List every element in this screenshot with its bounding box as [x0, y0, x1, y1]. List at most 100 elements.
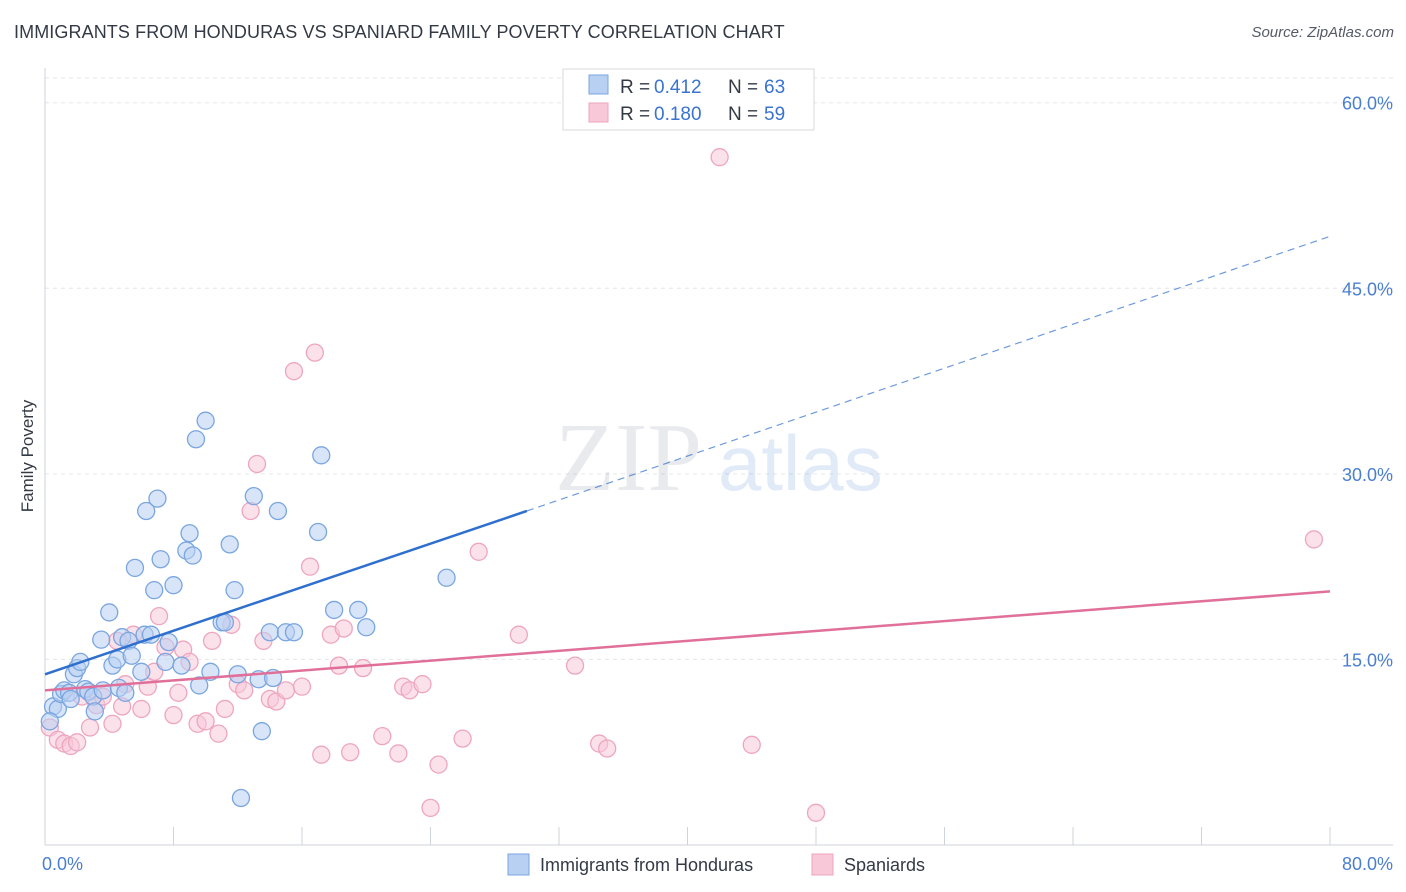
- spaniards-point: [202, 631, 222, 651]
- honduras-point: [220, 535, 239, 554]
- legend-swatch-spaniards: [588, 102, 609, 123]
- spaniards-point: [353, 658, 373, 678]
- series-honduras-points: [40, 411, 456, 808]
- spaniards-point: [305, 343, 325, 362]
- chart-source: Source: ZipAtlas.com: [1251, 24, 1394, 41]
- honduras-point: [244, 486, 263, 506]
- x-tick-label-end: 80.0%: [1342, 854, 1393, 874]
- legend-r-label: R =: [620, 104, 650, 125]
- spaniards-point: [710, 148, 729, 167]
- honduras-point: [186, 430, 206, 449]
- honduras-point: [225, 581, 244, 600]
- spaniards-point: [196, 712, 215, 731]
- honduras-point: [190, 676, 209, 695]
- trend-lines: [44, 235, 1331, 692]
- spaniards-point: [300, 557, 320, 576]
- spaniards-point: [453, 729, 472, 748]
- legend-box: R = 0.412 N = 63 R = 0.180 N = 59: [562, 68, 815, 131]
- honduras-point: [252, 722, 271, 741]
- watermark-zip: ZIP: [555, 404, 702, 512]
- honduras-point: [151, 550, 170, 569]
- honduras-point: [137, 501, 156, 521]
- legend-n-value: 63: [764, 77, 785, 98]
- spaniards-point: [247, 454, 267, 474]
- spaniards-point: [373, 726, 392, 746]
- legend-n-label: N =: [728, 77, 758, 98]
- spaniards-point: [742, 735, 761, 754]
- y-tick-label: 15.0%: [1342, 650, 1393, 670]
- y-axis-label: Family Poverty: [18, 399, 37, 512]
- y-tick-label: 30.0%: [1342, 465, 1393, 485]
- honduras-point: [312, 446, 331, 465]
- spaniards-point: [209, 724, 228, 743]
- honduras-point: [357, 618, 376, 637]
- honduras-point: [196, 411, 215, 430]
- legend-n-label: N =: [728, 104, 758, 125]
- spaniards-point: [509, 625, 528, 644]
- spaniards-point: [429, 755, 448, 774]
- bottom-legend: Immigrants from Honduras Spaniards: [507, 853, 925, 876]
- legend-swatch-honduras: [588, 74, 609, 95]
- honduras-point: [231, 788, 251, 808]
- spaniards-point: [598, 739, 617, 758]
- honduras-point: [308, 522, 328, 542]
- chart-title: IMMIGRANTS FROM HONDURAS VS SPANIARD FAM…: [14, 22, 785, 42]
- spaniards-point: [103, 714, 122, 733]
- honduras-point: [180, 524, 199, 543]
- spaniards-point: [292, 677, 312, 696]
- x-ticks: [44, 827, 1331, 845]
- honduras-trend-extension: [526, 235, 1331, 512]
- spaniards-point: [413, 675, 432, 694]
- spaniards-point: [67, 733, 87, 752]
- honduras-point: [116, 683, 135, 702]
- spaniards-point: [421, 798, 440, 818]
- x-tick-label-start: 0.0%: [42, 854, 83, 874]
- honduras-point: [85, 702, 104, 721]
- spaniards-point: [469, 542, 488, 561]
- spaniards-point: [1304, 530, 1324, 549]
- spaniards-point: [80, 718, 100, 737]
- honduras-point: [125, 558, 145, 578]
- bottom-legend-label-honduras: Immigrants from Honduras: [540, 855, 753, 875]
- honduras-point: [92, 630, 111, 649]
- honduras-point: [172, 656, 191, 675]
- honduras-point: [260, 623, 280, 642]
- spaniards-point: [241, 501, 260, 521]
- honduras-point: [164, 576, 183, 595]
- spaniards-point: [235, 681, 254, 700]
- spaniards-point: [132, 699, 151, 719]
- watermark: ZIP atlas: [555, 404, 883, 512]
- honduras-point: [132, 662, 151, 681]
- honduras-point: [148, 489, 167, 508]
- honduras-point: [100, 603, 119, 622]
- bottom-legend-label-spaniards: Spaniards: [844, 855, 925, 875]
- legend-n-value: 59: [764, 104, 785, 125]
- y-tick-label: 45.0%: [1342, 279, 1393, 299]
- honduras-point: [268, 501, 288, 521]
- legend-r-value: 0.180: [654, 104, 702, 125]
- legend-r-label: R =: [620, 77, 650, 98]
- spaniards-point: [565, 656, 585, 675]
- spaniards-point: [215, 699, 235, 719]
- honduras-trend-line: [44, 509, 528, 676]
- honduras-point: [437, 568, 456, 587]
- spaniards-point: [164, 705, 183, 725]
- spaniards-point: [806, 803, 826, 822]
- honduras-point: [156, 652, 175, 672]
- honduras-point: [284, 623, 304, 642]
- spaniards-point: [276, 681, 296, 700]
- y-tick-label: 60.0%: [1342, 94, 1393, 114]
- honduras-point: [183, 546, 202, 565]
- spaniards-point: [312, 745, 331, 764]
- honduras-point: [324, 600, 344, 620]
- spaniards-trend-line: [44, 590, 1331, 692]
- honduras-point: [122, 646, 141, 665]
- bottom-legend-swatch-spaniards: [811, 853, 834, 876]
- watermark-atlas: atlas: [718, 419, 883, 507]
- honduras-point: [61, 689, 80, 709]
- bottom-legend-swatch-honduras: [507, 853, 530, 876]
- legend-r-value: 0.412: [654, 77, 702, 98]
- spaniards-point: [149, 606, 169, 626]
- honduras-point: [145, 581, 164, 600]
